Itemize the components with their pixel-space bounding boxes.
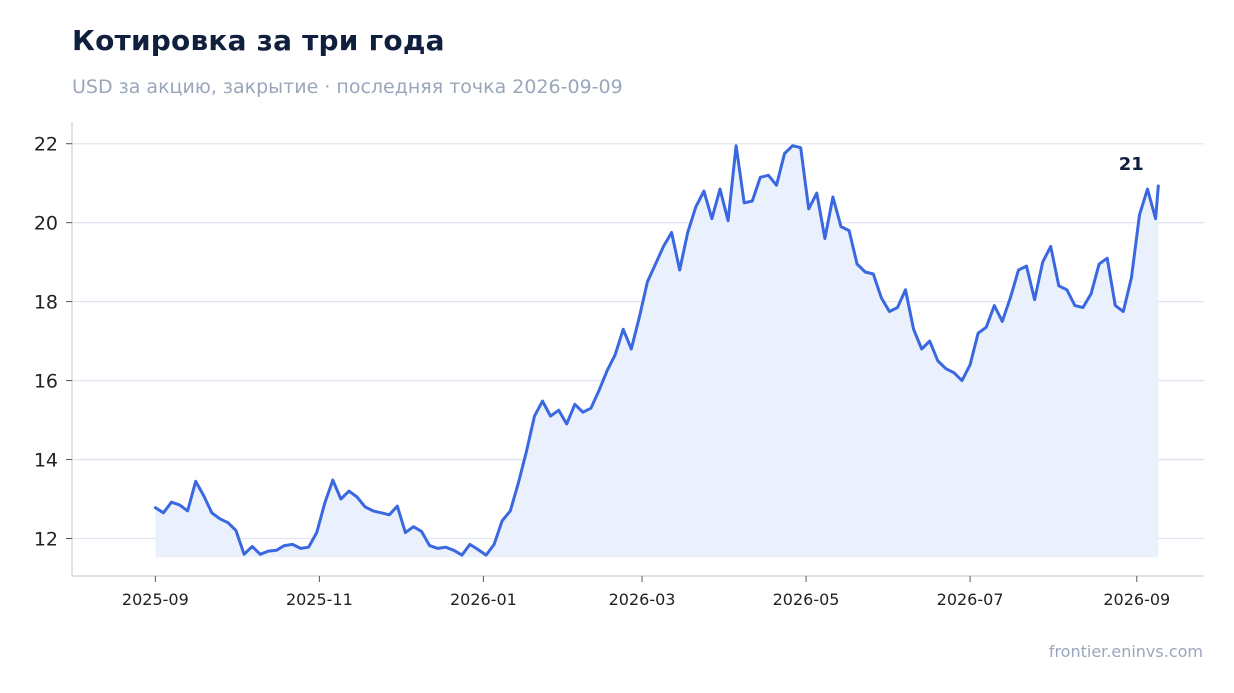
xtick-label-2026-01: 2026-01 xyxy=(450,590,517,609)
price-area-fill xyxy=(155,145,1159,558)
xtick-label-2026-05: 2026-05 xyxy=(773,590,840,609)
ytick-label-12: 12 xyxy=(34,528,58,550)
ytick-label-16: 16 xyxy=(34,371,58,393)
ytick-label-18: 18 xyxy=(34,292,58,314)
chart-title: Котировка за три года xyxy=(72,24,445,57)
xtick-label-2025-11: 2025-11 xyxy=(286,590,353,609)
xtick-label-2026-09: 2026-09 xyxy=(1103,590,1170,609)
ytick-label-22: 22 xyxy=(34,134,58,156)
x-axis-ticks: 2025-09 2025-11 2026-01 2026-03 2026-05 2026-… xyxy=(122,576,1170,609)
axes xyxy=(71,122,1204,577)
ytick-label-20: 20 xyxy=(34,213,58,235)
source-credit: frontier.eninvs.com xyxy=(1048,642,1203,661)
end-value-label: 21 xyxy=(1119,154,1144,175)
price-line xyxy=(153,144,1160,557)
ytick-label-14: 14 xyxy=(34,450,58,472)
chart-subtitle: USD за акцию, закрытие · последняя точка… xyxy=(72,76,623,98)
xtick-label-2026-07: 2026-07 xyxy=(937,590,1004,609)
xtick-label-2026-03: 2026-03 xyxy=(609,590,676,609)
y-axis-ticks: 12 14 16 18 20 22 xyxy=(34,134,72,550)
xtick-label-2025-09: 2025-09 xyxy=(122,590,189,609)
